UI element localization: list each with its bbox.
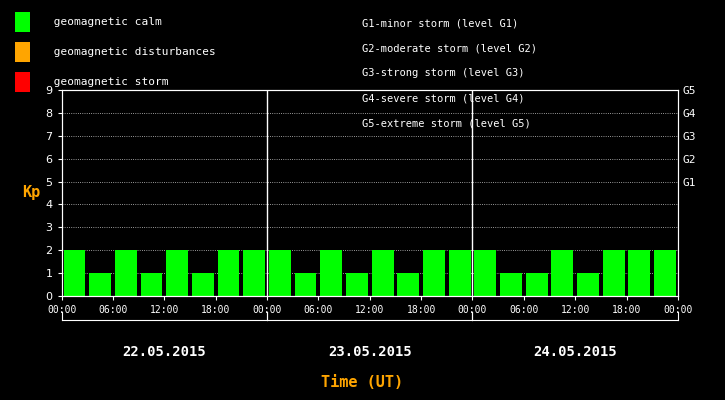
Bar (397, 273, 419, 296)
Text: G1-minor storm (level G1): G1-minor storm (level G1) (362, 18, 519, 28)
Bar (474, 250, 496, 296)
Bar (577, 273, 599, 296)
Bar (500, 273, 522, 296)
Text: 23.05.2015: 23.05.2015 (328, 345, 412, 359)
Bar (218, 250, 239, 296)
Bar (320, 250, 342, 296)
Text: 22.05.2015: 22.05.2015 (123, 345, 206, 359)
Text: G5-extreme storm (level G5): G5-extreme storm (level G5) (362, 119, 531, 129)
Text: G4-severe storm (level G4): G4-severe storm (level G4) (362, 94, 525, 104)
Text: geomagnetic calm: geomagnetic calm (47, 17, 162, 27)
Bar (526, 273, 547, 296)
Y-axis label: Kp: Kp (22, 186, 41, 200)
Text: Time (UT): Time (UT) (321, 375, 404, 390)
Bar (294, 273, 317, 296)
Bar (269, 250, 291, 296)
Bar (449, 250, 471, 296)
Bar (602, 250, 625, 296)
Text: geomagnetic disturbances: geomagnetic disturbances (47, 47, 216, 57)
Bar (346, 273, 368, 296)
Bar (244, 250, 265, 296)
Bar (654, 250, 676, 296)
Text: 24.05.2015: 24.05.2015 (534, 345, 617, 359)
Bar (166, 250, 188, 296)
Text: G3-strong storm (level G3): G3-strong storm (level G3) (362, 68, 525, 78)
Text: G2-moderate storm (level G2): G2-moderate storm (level G2) (362, 43, 537, 53)
Bar (372, 250, 394, 296)
Bar (192, 273, 214, 296)
Bar (629, 250, 650, 296)
Bar (89, 273, 111, 296)
Bar (64, 250, 86, 296)
Text: geomagnetic storm: geomagnetic storm (47, 77, 169, 87)
Bar (141, 273, 162, 296)
Bar (423, 250, 445, 296)
Bar (115, 250, 137, 296)
Bar (552, 250, 573, 296)
